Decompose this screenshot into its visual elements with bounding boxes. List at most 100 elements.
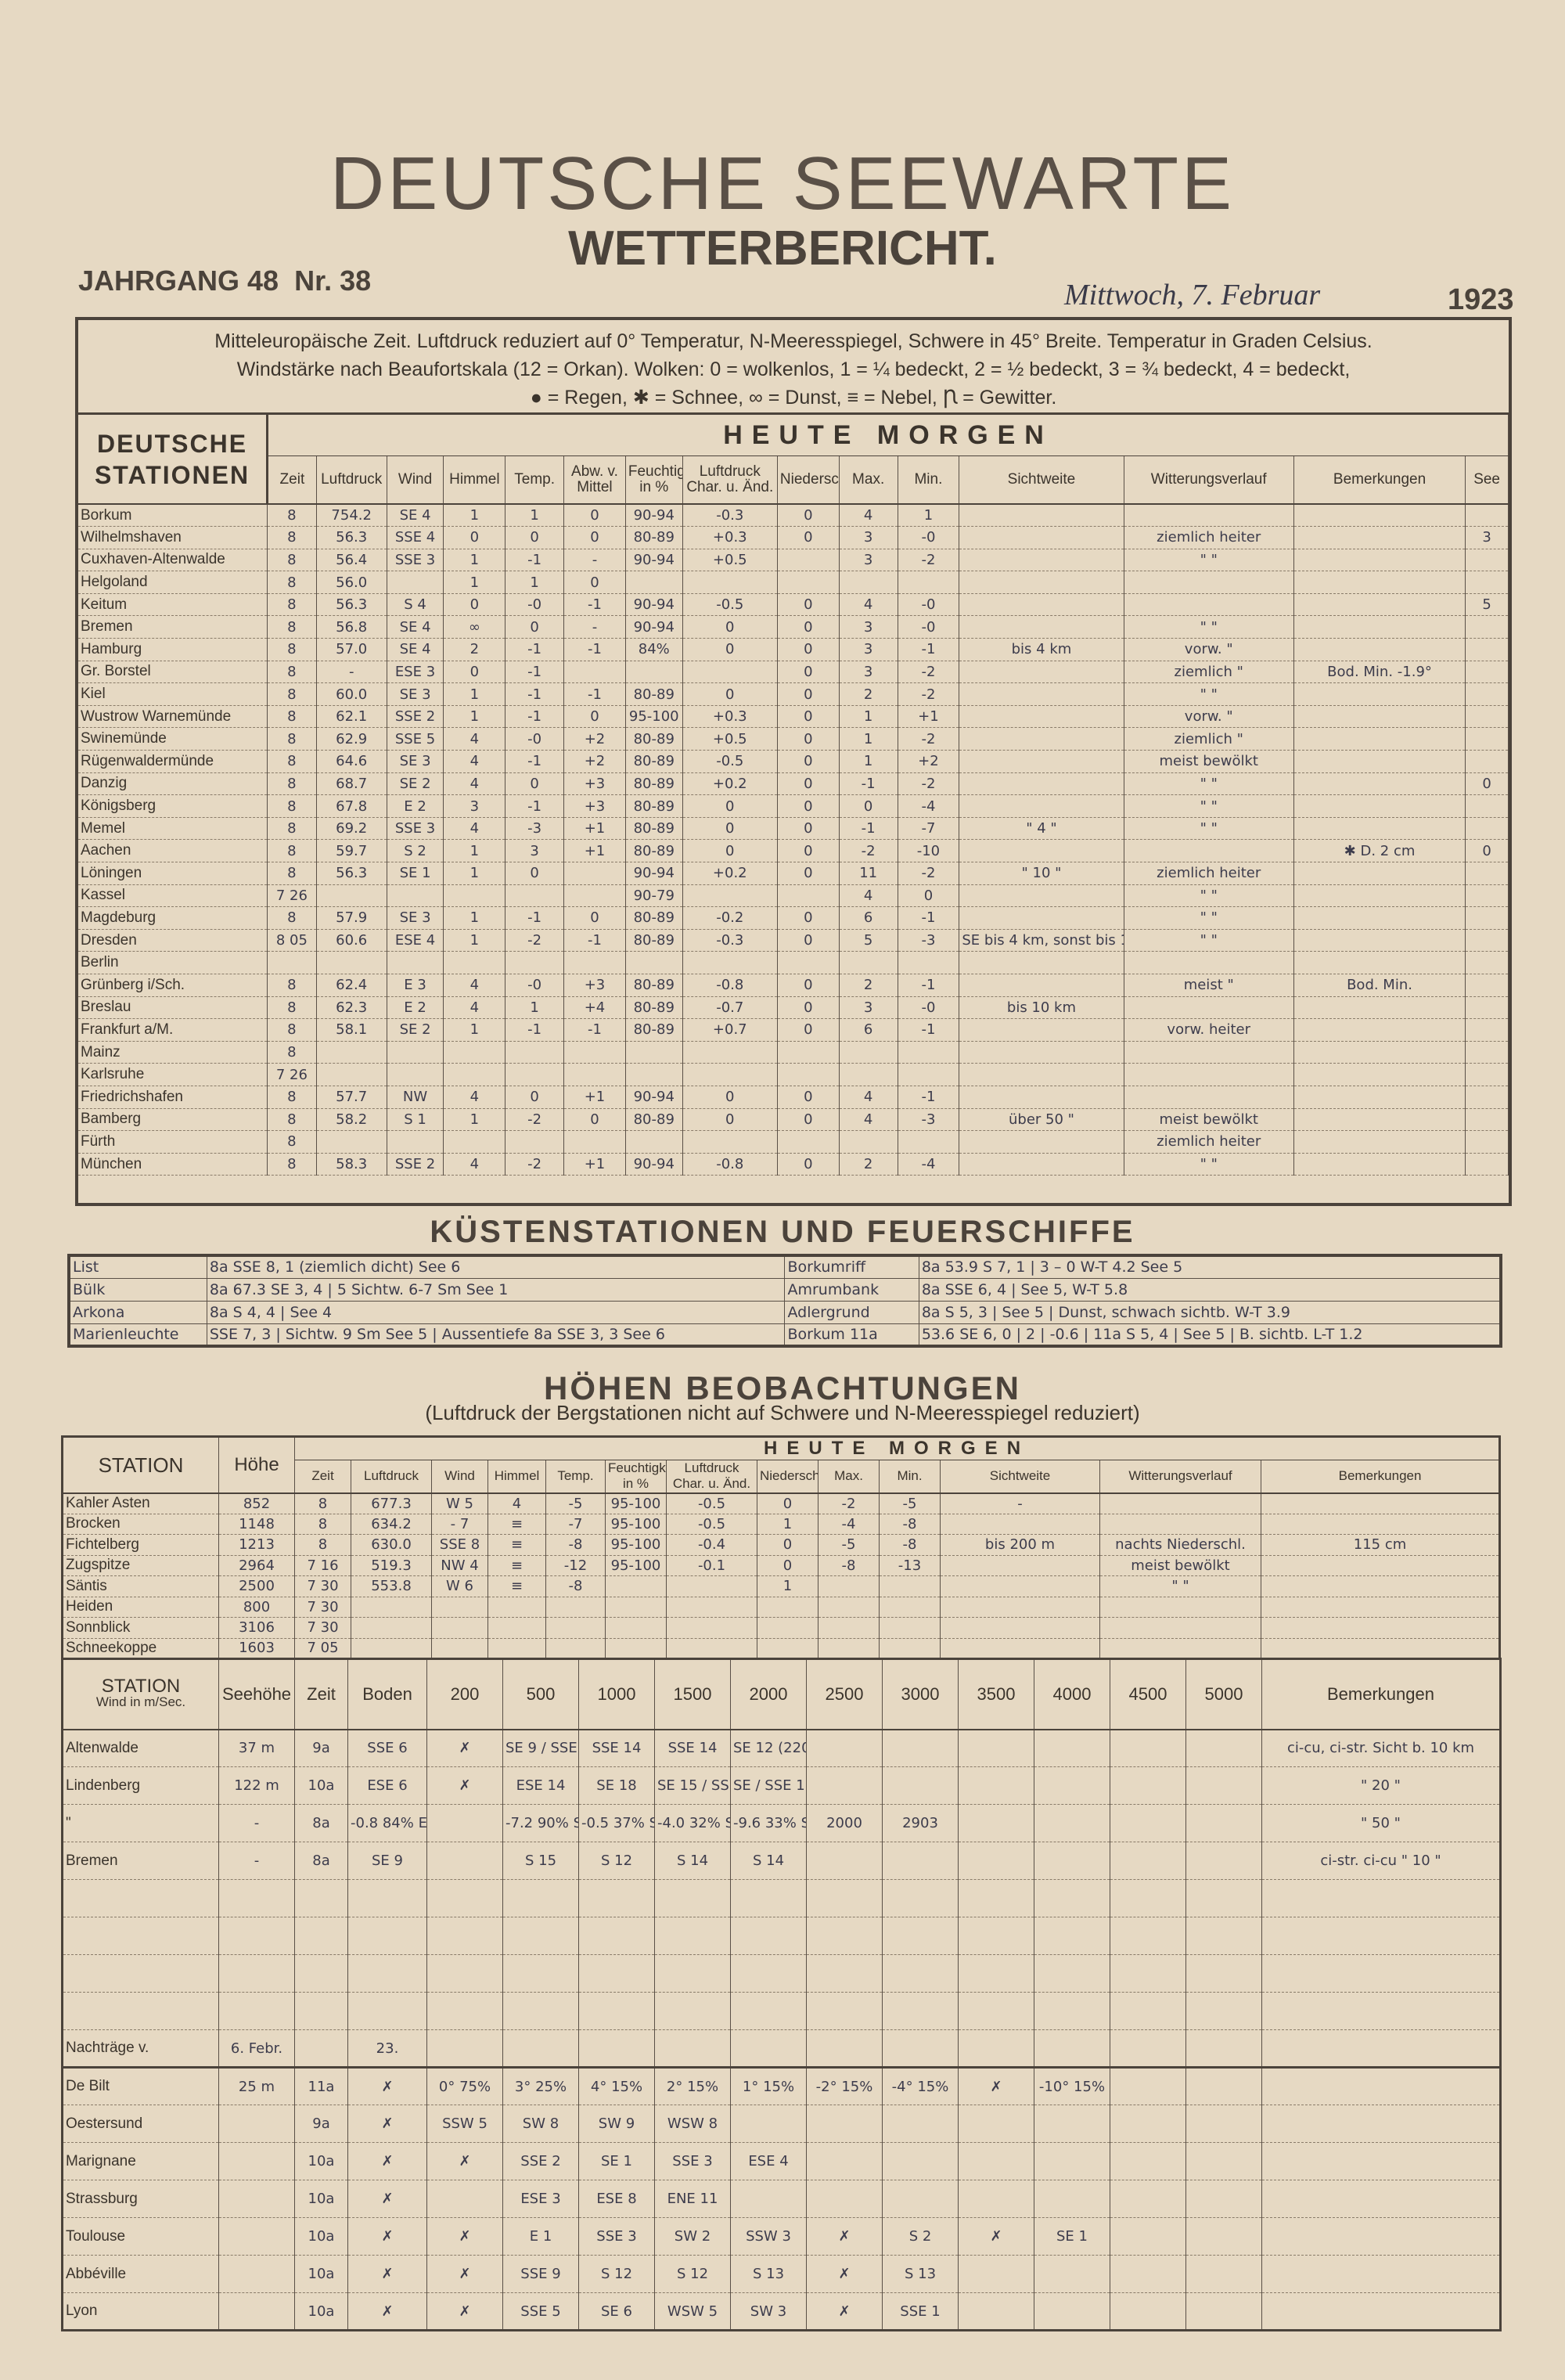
cell: -0.2 xyxy=(682,906,778,930)
cell xyxy=(958,1804,1034,1842)
cell: 0 xyxy=(777,794,840,818)
cell xyxy=(666,1638,757,1659)
row: Schneekoppe 1603 7 05 xyxy=(62,1638,1501,1659)
cell: -2 xyxy=(505,929,565,952)
cell: 1213 xyxy=(218,1534,295,1556)
cell: 4 xyxy=(443,1153,506,1176)
cell: 56.3 xyxy=(316,862,387,885)
cell: bis 4 km xyxy=(959,638,1124,661)
station-name: Danzig xyxy=(78,772,268,796)
cell xyxy=(443,1130,506,1154)
column-header: Witterungsverlauf xyxy=(1124,455,1294,505)
coastal-table: List 8a SSE 8, 1 (ziemlich dicht) See 6 Bo… xyxy=(67,1254,1502,1348)
column-header: 2000 xyxy=(730,1658,807,1730)
cell: 1148 xyxy=(218,1514,295,1535)
cell: -8 xyxy=(879,1514,941,1535)
cell xyxy=(1293,504,1466,527)
cell xyxy=(505,1063,565,1086)
cell: -0.1 xyxy=(666,1555,757,1576)
cell xyxy=(777,884,840,908)
cell xyxy=(505,951,565,974)
cell: ✗ xyxy=(806,2255,883,2293)
period-label: HEUTE MORGEN xyxy=(267,415,1509,456)
cell: 1 xyxy=(443,682,506,706)
cell: ziemlich " xyxy=(1124,727,1294,751)
column-header: Luftdruck xyxy=(316,455,387,505)
cell xyxy=(1465,951,1509,974)
cell: " 10 " xyxy=(959,862,1124,885)
cell xyxy=(578,2029,655,2068)
cell: 95-100 xyxy=(605,1555,667,1576)
cell: 0 xyxy=(1465,839,1509,862)
cell: 8 xyxy=(267,906,317,930)
cell: 62.9 xyxy=(316,727,387,751)
cell xyxy=(959,526,1124,549)
row: Helgoland 8 56.0 1 1 0 xyxy=(78,571,1509,594)
cell: 8 xyxy=(267,772,317,796)
cell xyxy=(1110,2142,1186,2180)
cell xyxy=(1261,1617,1501,1639)
cell xyxy=(959,615,1124,639)
cell: 8 xyxy=(294,1534,351,1556)
cell: 58.3 xyxy=(316,1153,387,1176)
cell: " " xyxy=(1124,817,1294,841)
cell xyxy=(294,1879,348,1917)
cell xyxy=(218,2292,295,2331)
cell: 1 xyxy=(443,839,506,862)
cell: 1 xyxy=(443,929,506,952)
cell: -2 xyxy=(898,661,960,684)
cell: 8 xyxy=(267,862,317,885)
cell: -2 xyxy=(898,682,960,706)
legend-line: Mitteleuropäische Zeit. Luftdruck reduzi… xyxy=(214,330,1373,352)
cell: 800 xyxy=(218,1597,295,1618)
cell: 0 xyxy=(777,705,840,729)
cell: -2 xyxy=(505,1108,565,1132)
cell xyxy=(625,951,683,974)
cell xyxy=(1293,794,1466,818)
cell: 4° 15% xyxy=(578,2067,655,2105)
cell xyxy=(1465,1086,1509,1109)
cell: E 2 xyxy=(387,996,444,1020)
row: Wustrow Warnemünde 8 62.1 SSE 2 1 -1 0 95-100 +0… xyxy=(78,705,1509,729)
cell: - xyxy=(563,549,626,572)
cell: -0.5 xyxy=(666,1492,757,1514)
cell: 10a xyxy=(294,1766,348,1805)
addendum-label: Nachträge v. xyxy=(62,2029,219,2068)
cell: 56.8 xyxy=(316,615,387,639)
cell: 80-89 xyxy=(625,906,683,930)
station-name: Altenwalde xyxy=(62,1729,219,1767)
cell xyxy=(959,1086,1124,1109)
cell: 10a xyxy=(294,2142,348,2180)
cell: " " xyxy=(1124,549,1294,572)
cell: 7 26 xyxy=(267,1063,317,1086)
cell: 1 xyxy=(839,750,898,773)
cell xyxy=(1185,2217,1262,2256)
row: Königsberg 8 67.8 E 2 3 -1 +3 80-89 0 0 0 -4 " " xyxy=(78,794,1509,818)
cell: 6 xyxy=(839,1018,898,1042)
blank-row xyxy=(62,1917,1501,1955)
column-header: Temp. xyxy=(505,455,565,505)
cell: 4 xyxy=(839,1086,898,1109)
cell xyxy=(625,1063,683,1086)
cell: ✗ xyxy=(347,2180,427,2218)
station-name: Bülk xyxy=(68,1277,207,1302)
cell: -2 xyxy=(898,862,960,885)
cell xyxy=(839,571,898,594)
station-name: Dresden xyxy=(78,929,268,952)
cell xyxy=(1185,2105,1262,2143)
cell xyxy=(625,571,683,594)
cell: -8 xyxy=(879,1534,941,1556)
cell: " " xyxy=(1124,615,1294,639)
header-row: DEUTSCHE STATIONEN HEUTE MORGEN xyxy=(78,415,1509,505)
cell: 4 xyxy=(839,504,898,527)
station-name: Borkumriff xyxy=(784,1255,919,1279)
station-name: Memel xyxy=(78,817,268,841)
cell xyxy=(1124,504,1294,527)
cell xyxy=(1465,906,1509,930)
cell xyxy=(605,1597,667,1618)
cell: 4 xyxy=(839,593,898,617)
cell: -1 xyxy=(898,1018,960,1042)
cell xyxy=(1034,1842,1110,1880)
stations-label: DEUTSCHE STATIONEN xyxy=(78,415,269,505)
station-name: Marienleuchte xyxy=(68,1323,207,1347)
